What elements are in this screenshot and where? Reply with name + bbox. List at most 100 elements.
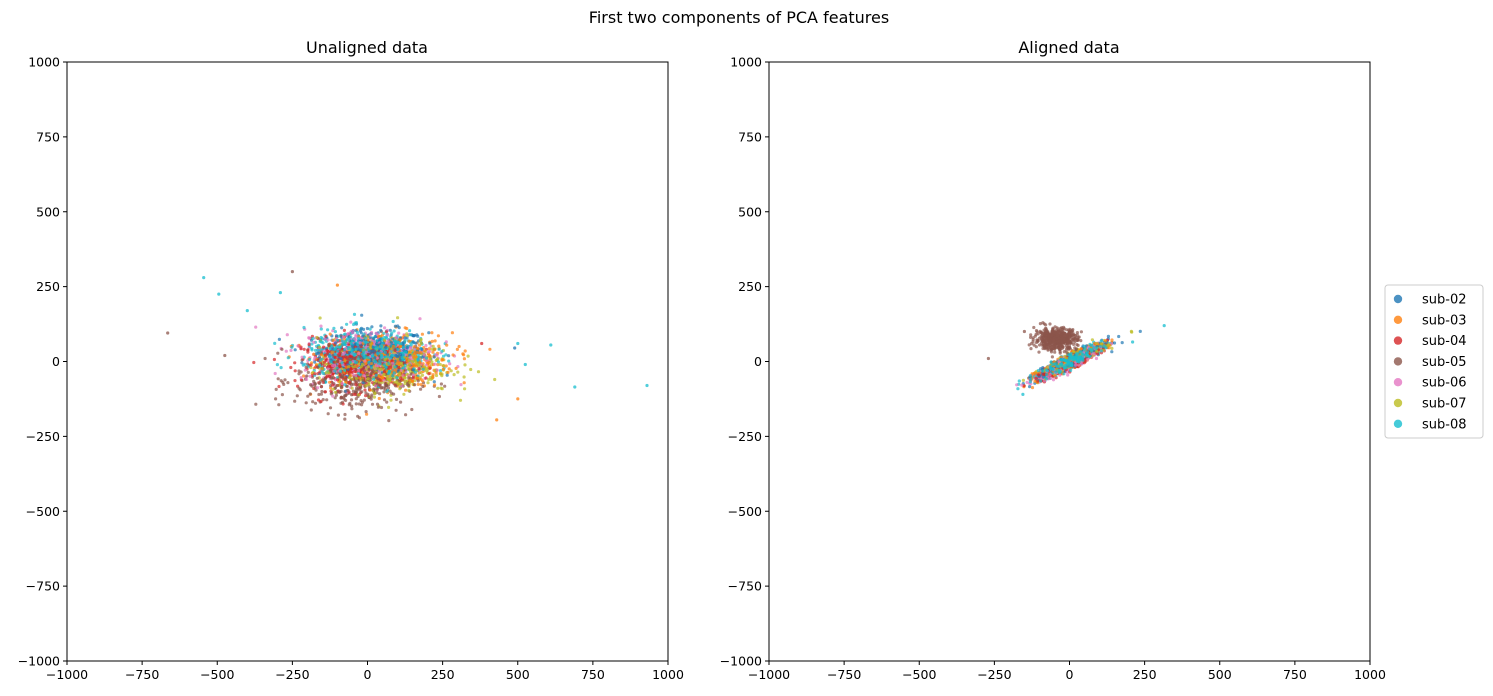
aligned-point-sub-05 <box>1062 350 1066 354</box>
unaligned-point-sub-04 <box>428 366 432 370</box>
unaligned-point-sub-07 <box>318 316 322 320</box>
unaligned-point-sub-04 <box>277 384 281 389</box>
unaligned-point-sub-06 <box>340 381 344 386</box>
unaligned-point-sub-07 <box>395 380 399 384</box>
unaligned-point-sub-06 <box>342 351 346 355</box>
unaligned-point-sub-08 <box>346 346 350 351</box>
unaligned-point-sub-08 <box>393 365 397 369</box>
unaligned-point-sub-07 <box>413 359 417 363</box>
unaligned-point-sub-08 <box>374 373 378 377</box>
unaligned-point-sub-06 <box>303 368 307 372</box>
unaligned-point-sub-02 <box>329 357 333 361</box>
unaligned-point-sub-08 <box>378 359 382 363</box>
unaligned-x-tick-label: 250 <box>431 667 455 682</box>
unaligned-point-sub-08 <box>364 336 368 340</box>
unaligned-point-sub-05 <box>306 370 310 374</box>
unaligned-point-sub-05 <box>410 407 414 412</box>
unaligned-point-sub-05 <box>383 387 388 391</box>
unaligned-point-sub-05 <box>382 390 386 394</box>
unaligned-point-sub-06 <box>353 337 357 341</box>
unaligned-point-sub-07 <box>469 367 473 372</box>
unaligned-point-sub-06 <box>372 340 376 344</box>
unaligned-point-sub-08 <box>343 383 347 387</box>
unaligned-point-sub-08 <box>372 377 376 381</box>
unaligned-point-sub-04 <box>336 378 340 382</box>
unaligned-point-sub-05 <box>421 384 425 389</box>
unaligned-point-sub-08 <box>354 347 358 351</box>
unaligned-y-tick-label: −250 <box>26 429 60 444</box>
unaligned-y-tick-label: −750 <box>26 579 60 594</box>
unaligned-point-sub-08 <box>645 383 649 388</box>
unaligned-point-sub-04 <box>411 376 416 380</box>
unaligned-point-sub-03 <box>312 352 316 356</box>
unaligned-point-sub-05 <box>309 383 313 387</box>
unaligned-point-sub-07 <box>493 377 497 382</box>
unaligned-point-sub-02 <box>361 334 365 338</box>
unaligned-point-sub-05 <box>313 401 318 405</box>
unaligned-point-sub-05 <box>343 417 347 421</box>
unaligned-point-sub-08 <box>413 370 417 374</box>
unaligned-axes: Unaligned data −1000 −750 −500 −250 0 250 500 7… <box>18 38 684 682</box>
unaligned-point-sub-04 <box>316 398 321 402</box>
unaligned-point-sub-05 <box>369 397 373 401</box>
aligned-point-sub-06 <box>1094 356 1099 361</box>
unaligned-point-sub-08 <box>321 341 325 345</box>
aligned-point-sub-05 <box>1048 322 1052 326</box>
unaligned-point-sub-07 <box>456 370 460 374</box>
unaligned-point-sub-06 <box>394 336 398 340</box>
unaligned-point-sub-04 <box>293 361 297 365</box>
unaligned-point-sub-07 <box>466 354 470 358</box>
unaligned-point-sub-03 <box>427 364 431 368</box>
unaligned-point-sub-06 <box>305 377 309 381</box>
unaligned-point-sub-03 <box>411 379 415 384</box>
unaligned-point-sub-04 <box>397 365 401 369</box>
unaligned-point-sub-05 <box>339 401 343 405</box>
unaligned-point-sub-06 <box>285 333 289 337</box>
unaligned-point-sub-03 <box>302 374 306 378</box>
unaligned-point-sub-06 <box>422 353 426 357</box>
unaligned-point-sub-04 <box>393 348 397 352</box>
unaligned-point-sub-08 <box>311 337 315 341</box>
unaligned-point-sub-07 <box>324 371 328 375</box>
unaligned-point-sub-03 <box>416 382 420 386</box>
unaligned-point-sub-05 <box>404 413 408 417</box>
unaligned-point-sub-06 <box>363 359 367 363</box>
unaligned-point-sub-07 <box>315 335 319 340</box>
unaligned-point-sub-05 <box>335 383 339 388</box>
unaligned-point-sub-05 <box>343 412 347 417</box>
unaligned-point-sub-05 <box>372 387 376 391</box>
unaligned-point-sub-05 <box>376 405 380 409</box>
unaligned-point-sub-07 <box>398 373 402 377</box>
unaligned-point-sub-05 <box>327 343 331 347</box>
unaligned-point-sub-02 <box>411 340 415 344</box>
unaligned-point-sub-08 <box>329 360 333 364</box>
unaligned-point-sub-05 <box>338 390 342 394</box>
unaligned-point-sub-05 <box>280 347 284 351</box>
unaligned-point-sub-03 <box>405 326 409 331</box>
unaligned-point-sub-02 <box>365 326 369 331</box>
unaligned-point-sub-07 <box>407 388 411 393</box>
unaligned-point-sub-08 <box>401 353 405 357</box>
unaligned-point-sub-03 <box>398 344 402 348</box>
unaligned-point-sub-06 <box>374 384 378 388</box>
unaligned-point-sub-07 <box>449 369 453 373</box>
unaligned-point-sub-08 <box>436 360 440 364</box>
unaligned-point-sub-05 <box>293 399 297 403</box>
unaligned-point-sub-06 <box>308 374 312 378</box>
unaligned-point-sub-05 <box>333 396 337 400</box>
unaligned-point-sub-07 <box>462 375 466 379</box>
unaligned-point-sub-03 <box>434 371 438 375</box>
unaligned-point-sub-06 <box>459 383 463 387</box>
unaligned-point-sub-05 <box>304 365 308 369</box>
unaligned-point-sub-03 <box>422 349 426 353</box>
unaligned-point-sub-08 <box>328 355 332 359</box>
unaligned-point-sub-05 <box>313 383 317 387</box>
unaligned-point-sub-05 <box>286 381 290 385</box>
unaligned-point-sub-05 <box>379 405 384 410</box>
unaligned-point-sub-04 <box>321 345 326 349</box>
unaligned-point-sub-04 <box>378 378 382 382</box>
unaligned-point-sub-07 <box>347 376 352 380</box>
unaligned-point-sub-07 <box>398 387 402 391</box>
unaligned-point-sub-02 <box>378 338 382 342</box>
